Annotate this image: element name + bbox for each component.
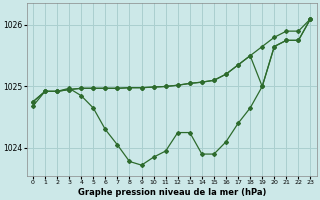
X-axis label: Graphe pression niveau de la mer (hPa): Graphe pression niveau de la mer (hPa)	[77, 188, 266, 197]
